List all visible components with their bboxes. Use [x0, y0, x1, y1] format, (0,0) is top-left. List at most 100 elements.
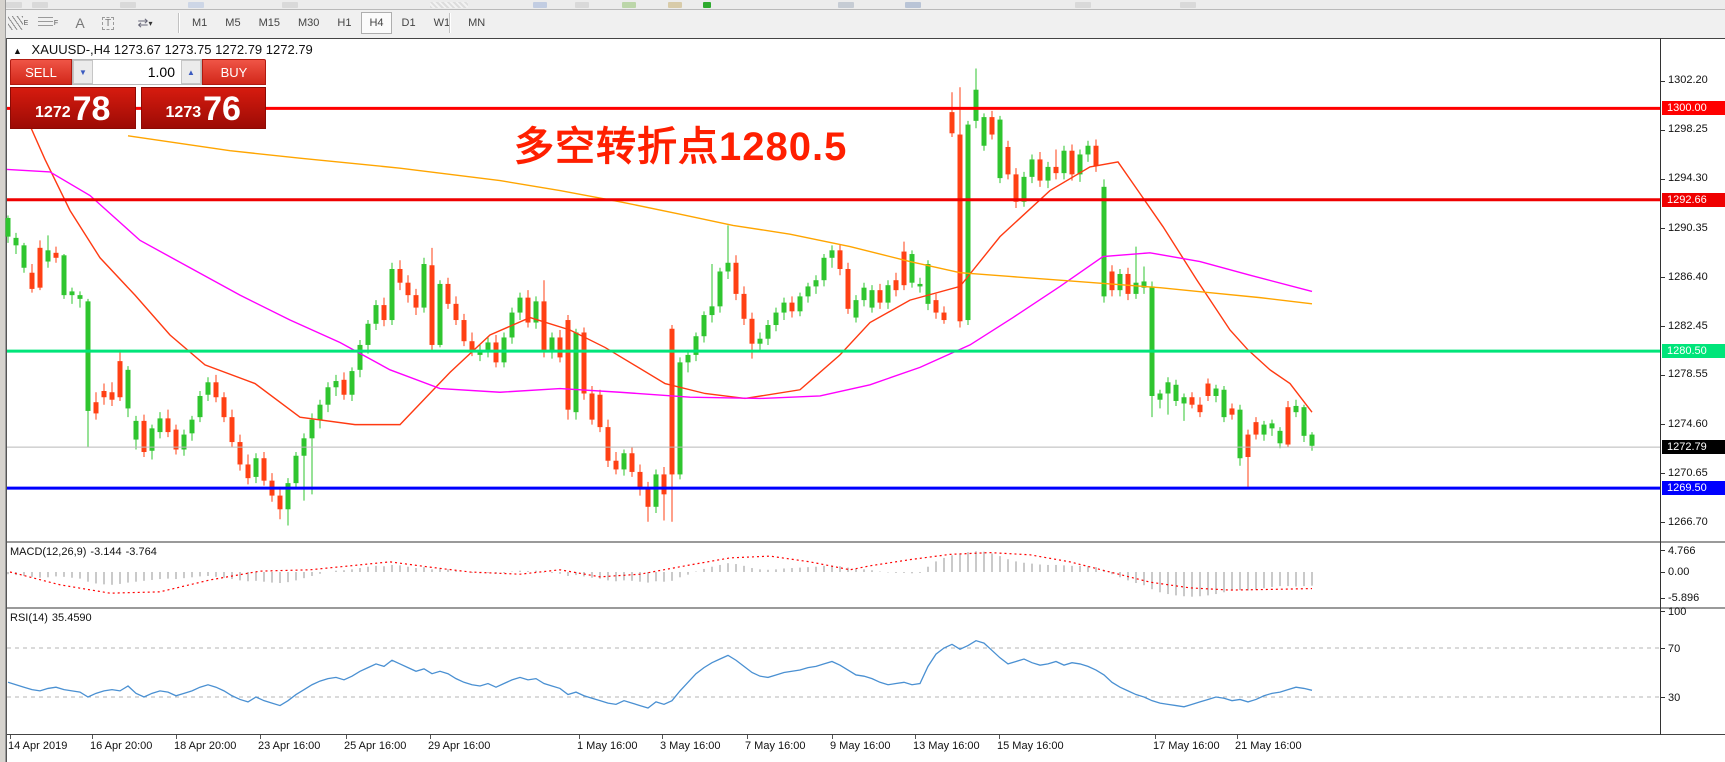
volume-input[interactable]: [93, 60, 181, 84]
volume-stepper: ▼ ▲: [72, 59, 202, 85]
candle-down: [837, 250, 843, 269]
candle-down: [221, 397, 227, 418]
time-axis-tick: [747, 735, 748, 739]
partial-toolbar-icon[interactable]: [120, 2, 136, 8]
time-axis-label[interactable]: 14 Apr 2019: [8, 740, 68, 752]
time-axis-label[interactable]: 18 Apr 20:00: [174, 740, 237, 752]
panel-separator[interactable]: [6, 607, 1725, 609]
time-axis-label[interactable]: 25 Apr 16:00: [344, 740, 407, 752]
candle-down: [789, 302, 795, 312]
candle-down: [1197, 404, 1203, 413]
candle-up: [373, 305, 379, 324]
price-level-badge-1300.00: 1300.00: [1662, 101, 1725, 116]
time-axis-label[interactable]: 3 May 16:00: [660, 740, 721, 752]
candle-up: [437, 283, 443, 345]
timeframe-group: M1 M5 M15 M30 H1 H4 D1 W1 MN: [184, 12, 493, 34]
window-left-edge: [0, 0, 6, 762]
rsi-axis-label: 30: [1668, 692, 1681, 704]
collapse-triangle-icon[interactable]: ▲: [13, 46, 22, 56]
partial-toolbar-icon[interactable]: [703, 2, 711, 8]
candle-down: [141, 420, 147, 453]
price-axis-label: 1266.70: [1668, 515, 1708, 528]
candle-down: [749, 318, 755, 344]
candle-up: [549, 337, 555, 353]
candle-down: [613, 460, 619, 470]
candle-up: [253, 458, 259, 477]
candle-up: [1133, 282, 1139, 294]
volume-up-button[interactable]: ▲: [181, 60, 201, 84]
timeframe-button-H4[interactable]: H4: [361, 12, 392, 34]
time-axis-label[interactable]: 13 May 16:00: [913, 740, 980, 752]
partial-toolbar-icon[interactable]: [32, 2, 48, 8]
partial-toolbar-icon[interactable]: [575, 2, 589, 8]
price-level-badge-1269.50: 1269.50: [1662, 481, 1725, 496]
text-icon[interactable]: A: [75, 15, 85, 31]
partial-toolbar-icon[interactable]: [6, 2, 22, 8]
partial-toolbar-icon[interactable]: [533, 2, 547, 8]
time-axis-tick: [999, 735, 1000, 739]
candle-down: [901, 251, 907, 286]
fibonacci-lines-icon[interactable]: F: [36, 12, 60, 34]
candle-down: [261, 458, 267, 481]
timeframe-button-M5[interactable]: M5: [217, 12, 248, 34]
candle-up: [973, 89, 979, 121]
candle-up: [885, 285, 891, 303]
candle-up: [181, 434, 187, 450]
timeframe-button-MN[interactable]: MN: [460, 12, 493, 34]
cycle-lines-icon[interactable]: ⇄ ▾: [137, 15, 153, 30]
partial-toolbar-icon[interactable]: [282, 2, 298, 8]
timeframe-button-W1[interactable]: W1: [426, 12, 459, 34]
candle-up: [13, 237, 19, 246]
timeframe-button-D1[interactable]: D1: [394, 12, 424, 34]
timeframe-button-M15[interactable]: M15: [251, 12, 288, 34]
partial-toolbar-icon[interactable]: [622, 2, 636, 8]
time-axis-label[interactable]: 21 May 16:00: [1235, 740, 1302, 752]
candle-up: [725, 262, 731, 272]
sell-price-box[interactable]: 1272 78: [10, 87, 136, 129]
sell-button[interactable]: SELL: [10, 59, 72, 85]
buy-price-box[interactable]: 1273 76: [140, 87, 266, 129]
time-axis-label[interactable]: 7 May 16:00: [745, 740, 806, 752]
timeframe-button-H1[interactable]: H1: [329, 12, 359, 34]
candle-up: [685, 354, 691, 363]
candle-up: [1221, 389, 1227, 418]
partial-toolbar-icon[interactable]: [838, 2, 854, 8]
time-axis-label[interactable]: 1 May 16:00: [577, 740, 638, 752]
ma-mid-magenta: [6, 168, 1313, 400]
candle-up: [77, 295, 83, 299]
price-axis-tick: [1661, 178, 1665, 180]
text-label-icon[interactable]: T: [96, 12, 120, 34]
timeframe-button-M30[interactable]: M30: [290, 12, 327, 34]
candle-down: [605, 427, 611, 461]
buy-button[interactable]: BUY: [202, 59, 266, 85]
candle-up: [765, 325, 771, 339]
buy-price-pips: 76: [203, 90, 241, 128]
price-axis-label: 1282.45: [1668, 319, 1708, 332]
volume-down-button[interactable]: ▼: [73, 60, 93, 84]
candle-up: [621, 453, 627, 470]
ma-slow-orange: [127, 135, 1313, 305]
time-axis-label[interactable]: 16 Apr 20:00: [90, 740, 153, 752]
time-axis-label[interactable]: 15 May 16:00: [997, 740, 1064, 752]
partial-toolbar-icon[interactable]: [430, 2, 468, 8]
partial-toolbar-icon[interactable]: [1180, 2, 1196, 8]
chart-annotation-text: 多空转折点1280.5: [514, 125, 848, 169]
candle-up: [1181, 397, 1187, 404]
equidistant-channel-icon[interactable]: E: [6, 12, 30, 34]
partial-toolbar-icon[interactable]: [188, 2, 204, 8]
ohlc-close: 1272.79: [265, 42, 313, 57]
partial-toolbar-icon[interactable]: [668, 2, 682, 8]
time-axis-label[interactable]: 9 May 16:00: [830, 740, 891, 752]
time-axis-tick: [10, 735, 11, 739]
partial-toolbar-icon[interactable]: [1075, 2, 1091, 8]
time-axis-label[interactable]: 17 May 16:00: [1153, 740, 1220, 752]
time-axis-label[interactable]: 29 Apr 16:00: [428, 740, 491, 752]
candle-down: [229, 417, 235, 443]
candle-up: [1101, 186, 1107, 297]
panel-separator[interactable]: [6, 541, 1725, 543]
timeframe-button-M1[interactable]: M1: [184, 12, 215, 34]
time-axis-label[interactable]: 23 Apr 16:00: [258, 740, 321, 752]
candle-up: [5, 217, 11, 237]
partial-toolbar-icon[interactable]: [905, 2, 921, 8]
